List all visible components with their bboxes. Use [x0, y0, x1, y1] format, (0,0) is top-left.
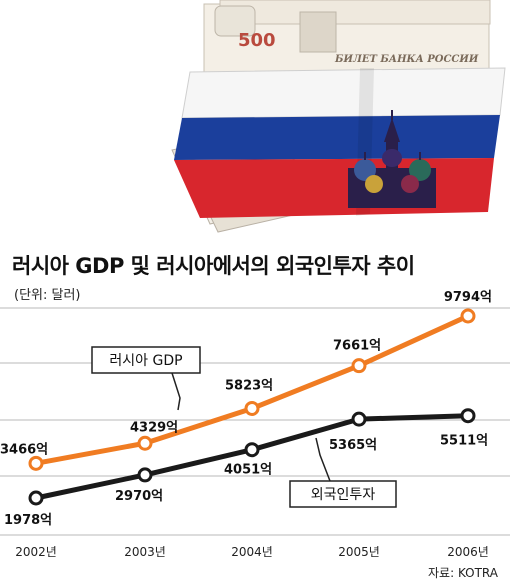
- data-label: 9794억: [444, 290, 492, 305]
- data-label: 5365억: [329, 438, 377, 453]
- wallet-banknotes: 500 БИЛЕТ БАНКА РОССИИ: [203, 0, 491, 73]
- data-point: [351, 358, 367, 374]
- x-tick-label: 2005년: [338, 545, 380, 559]
- series-callout-pointer-investment: [315, 437, 331, 482]
- data-label: 4051억: [224, 463, 272, 478]
- data-point: [460, 408, 476, 424]
- data-label: 1978억: [4, 513, 52, 528]
- data-point: [28, 455, 44, 471]
- data-point: [28, 490, 44, 506]
- data-point: [244, 442, 260, 458]
- series-callout-label-investment: 외국인투자: [311, 487, 376, 503]
- data-label: 3466억: [0, 442, 48, 457]
- data-point: [137, 467, 153, 483]
- x-tick-label: 2002년: [15, 545, 57, 559]
- data-label: 4329억: [130, 420, 178, 435]
- data-label: 5511억: [440, 434, 488, 449]
- banknote-inscription: БИЛЕТ БАНКА РОССИИ: [334, 54, 479, 65]
- x-tick-label: 2003년: [124, 545, 166, 559]
- x-tick-label: 2004년: [231, 545, 273, 559]
- series-callout-box-gdp: [91, 346, 201, 374]
- data-point: [244, 400, 260, 416]
- data-point: [460, 308, 476, 324]
- russian-flag-wallet-illustration: 500 500 БИЛЕТ БАНКА РОССИИ: [160, 0, 510, 245]
- cathedral-icon: [348, 110, 436, 208]
- x-tick-label: 2006년: [447, 545, 489, 559]
- series-callout-box-investment: [289, 480, 397, 508]
- data-label: 2970억: [115, 489, 163, 504]
- data-label: 7661억: [333, 339, 381, 354]
- series-callout-label-gdp: 러시아 GDP: [109, 353, 182, 369]
- data-point: [137, 435, 153, 451]
- chart-title: 러시아 GDP 및 러시아에서의 외국인투자 추이: [12, 254, 415, 278]
- chart-source: 자료: KOTRA: [428, 566, 498, 580]
- banknote-denomination: 500: [238, 30, 276, 51]
- data-label: 5823억: [225, 378, 273, 393]
- data-point: [351, 411, 367, 427]
- series-callout-pointer-gdp: [171, 372, 181, 411]
- chart-unit: (단위: 달러): [14, 288, 81, 303]
- wallet-flag: [174, 67, 506, 218]
